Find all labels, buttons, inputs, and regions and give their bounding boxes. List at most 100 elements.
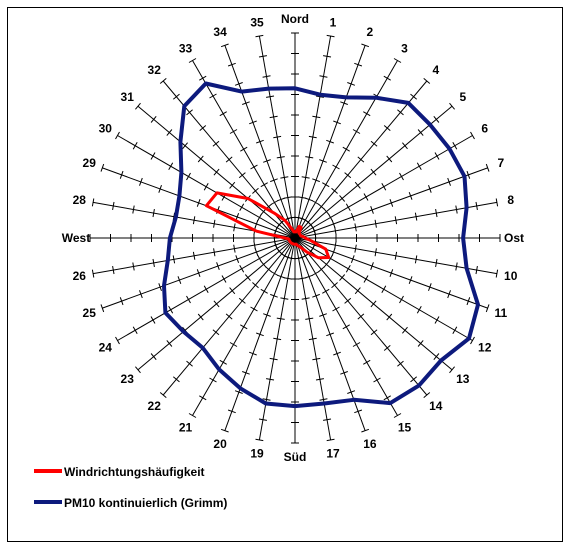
tick-mark: [452, 326, 458, 334]
tick-mark: [91, 198, 95, 207]
spoke-group: [89, 32, 501, 444]
direction-label-5: 5: [459, 90, 466, 104]
tick-mark: [266, 378, 275, 381]
tick-mark: [319, 313, 327, 317]
tick-mark: [213, 300, 220, 308]
tick-mark: [220, 428, 229, 433]
direction-label-22: 22: [148, 399, 162, 413]
tick-mark: [249, 120, 257, 125]
tick-mark: [332, 306, 340, 312]
tick-mark: [100, 304, 105, 313]
tick-mark: [192, 216, 196, 225]
tick-mark: [340, 371, 348, 375]
tick-mark: [323, 208, 330, 216]
tick-mark: [258, 55, 267, 58]
tick-mark: [466, 297, 471, 306]
tick-mark: [262, 398, 271, 401]
tick-mark: [273, 135, 282, 139]
tick-mark: [345, 203, 351, 211]
tick-mark: [186, 109, 193, 116]
tick-mark: [240, 146, 248, 152]
tick-mark: [323, 418, 332, 421]
tick-mark: [416, 306, 422, 314]
direction-label-21: 21: [179, 421, 193, 435]
tick-mark: [209, 377, 217, 383]
tick-mark: [168, 306, 174, 314]
tick-mark: [238, 297, 246, 304]
tick-mark: [435, 209, 438, 218]
tick-mark: [350, 255, 355, 263]
tick-mark: [475, 266, 478, 275]
tick-mark: [414, 212, 418, 221]
tick-mark: [410, 93, 418, 100]
legend-label-wind: Windrichtungshäufigkeit: [64, 465, 205, 479]
tick-mark: [260, 182, 268, 188]
direction-label-8: 8: [507, 193, 514, 207]
tick-mark: [383, 395, 391, 401]
tick-mark: [455, 205, 458, 214]
tick-mark: [374, 248, 377, 257]
tick-mark: [252, 282, 259, 289]
direction-label-17: 17: [326, 447, 340, 461]
direction-label-32: 32: [148, 63, 162, 77]
tick-mark: [323, 55, 332, 58]
direction-label-20: 20: [213, 437, 227, 451]
tick-mark: [414, 255, 418, 264]
tick-mark: [263, 313, 271, 317]
tick-mark: [260, 288, 268, 294]
tick-mark: [250, 306, 258, 312]
direction-label-19: 19: [250, 447, 264, 461]
tick-mark: [347, 390, 356, 394]
tick-mark: [254, 220, 259, 228]
tick-mark: [305, 156, 314, 159]
tick-mark: [339, 274, 346, 281]
tick-mark: [172, 376, 180, 383]
tick-mark: [132, 326, 138, 334]
tick-mark: [255, 438, 264, 442]
tick-mark: [357, 156, 365, 163]
tick-mark: [221, 275, 227, 283]
series-group: [162, 81, 480, 409]
tick-mark: [397, 360, 404, 367]
tick-mark: [370, 168, 377, 176]
tick-mark: [244, 274, 251, 281]
tick-mark: [344, 297, 352, 304]
tick-mark: [370, 140, 378, 147]
tick-mark: [132, 262, 135, 271]
tick-mark: [152, 209, 155, 218]
direction-label-6: 6: [481, 122, 488, 136]
tick-mark: [270, 200, 279, 205]
tick-mark: [399, 172, 404, 181]
tick-mark: [298, 277, 307, 280]
tick-mark: [334, 241, 337, 250]
tick-mark: [256, 332, 264, 337]
tick-mark: [242, 371, 250, 375]
tick-mark: [466, 170, 471, 179]
tick-mark: [485, 163, 490, 172]
tick-mark: [119, 297, 124, 306]
tick-mark: [139, 177, 143, 186]
tick-mark: [342, 324, 350, 330]
tick-mark: [393, 413, 402, 418]
tick-mark: [433, 115, 440, 123]
tick-mark: [254, 248, 259, 256]
tick-mark: [199, 75, 207, 81]
tick-mark: [186, 172, 191, 181]
tick-mark: [433, 353, 440, 361]
direction-label-Ost: Ost: [504, 231, 524, 245]
tick-mark: [334, 226, 337, 235]
direction-label-33: 33: [179, 41, 193, 55]
tick-mark: [311, 271, 320, 276]
tick-mark: [212, 329, 220, 336]
direction-label-2: 2: [367, 25, 374, 39]
tick-mark: [417, 129, 424, 136]
tick-mark: [447, 290, 451, 299]
tick-mark: [434, 316, 440, 324]
direction-label-30: 30: [99, 122, 113, 136]
tick-mark: [276, 156, 285, 159]
tick-mark: [229, 129, 238, 134]
tick-mark: [305, 274, 313, 279]
tick-mark: [216, 262, 220, 270]
tick-mark: [452, 142, 458, 150]
tick-mark: [331, 282, 338, 289]
